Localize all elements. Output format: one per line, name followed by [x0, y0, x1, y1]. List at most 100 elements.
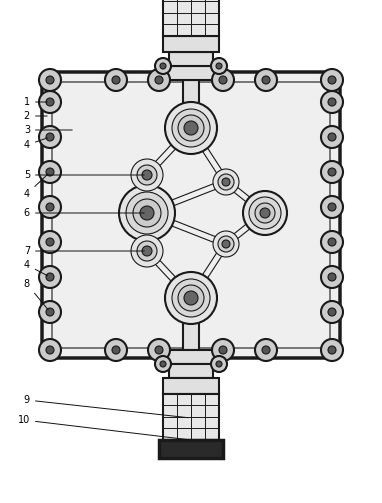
- Circle shape: [39, 301, 61, 323]
- Text: 6: 6: [24, 208, 144, 218]
- Circle shape: [321, 231, 343, 253]
- Circle shape: [321, 91, 343, 113]
- Circle shape: [46, 76, 54, 84]
- Circle shape: [46, 133, 54, 141]
- Circle shape: [137, 241, 157, 261]
- Circle shape: [126, 192, 168, 234]
- Circle shape: [46, 168, 54, 176]
- Circle shape: [105, 339, 127, 361]
- Circle shape: [148, 69, 170, 91]
- Text: 4: 4: [24, 174, 48, 199]
- Circle shape: [39, 69, 61, 91]
- Bar: [163, 36, 219, 52]
- Circle shape: [160, 63, 166, 69]
- Circle shape: [39, 339, 61, 361]
- Circle shape: [133, 199, 161, 227]
- Text: 4: 4: [24, 138, 47, 150]
- Circle shape: [160, 361, 166, 367]
- Circle shape: [328, 168, 336, 176]
- Bar: [163, 394, 219, 440]
- Circle shape: [131, 159, 163, 191]
- Bar: [161, 350, 221, 364]
- Circle shape: [255, 69, 277, 91]
- Circle shape: [155, 346, 163, 354]
- Circle shape: [222, 240, 230, 248]
- Circle shape: [321, 161, 343, 183]
- Circle shape: [222, 178, 230, 186]
- Circle shape: [178, 285, 204, 311]
- Circle shape: [262, 76, 270, 84]
- Circle shape: [39, 196, 61, 218]
- Text: 8: 8: [24, 279, 48, 310]
- Circle shape: [119, 185, 175, 241]
- Circle shape: [213, 231, 239, 257]
- Circle shape: [172, 109, 210, 147]
- Bar: [163, 378, 219, 394]
- Circle shape: [328, 76, 336, 84]
- Circle shape: [216, 361, 222, 367]
- Bar: [169, 364, 213, 378]
- Circle shape: [321, 126, 343, 148]
- Circle shape: [39, 161, 61, 183]
- Circle shape: [178, 115, 204, 141]
- Circle shape: [255, 203, 275, 223]
- Circle shape: [328, 133, 336, 141]
- Text: 4: 4: [24, 260, 47, 276]
- Bar: [183, 308, 199, 350]
- Circle shape: [212, 69, 234, 91]
- Circle shape: [39, 91, 61, 113]
- Circle shape: [46, 98, 54, 106]
- Circle shape: [155, 76, 163, 84]
- Circle shape: [184, 291, 198, 305]
- Circle shape: [142, 170, 152, 180]
- Bar: [177, 120, 205, 125]
- Circle shape: [243, 191, 287, 235]
- Text: 3: 3: [24, 125, 72, 135]
- Bar: [163, 0, 219, 36]
- Circle shape: [165, 272, 217, 324]
- Circle shape: [328, 238, 336, 246]
- Circle shape: [39, 266, 61, 288]
- Bar: [183, 80, 199, 122]
- Circle shape: [321, 196, 343, 218]
- Circle shape: [255, 339, 277, 361]
- Text: 1: 1: [24, 97, 47, 107]
- Circle shape: [262, 346, 270, 354]
- Text: 7: 7: [24, 246, 144, 256]
- Bar: [159, 440, 223, 458]
- Circle shape: [140, 206, 154, 220]
- Circle shape: [219, 76, 227, 84]
- Circle shape: [218, 236, 234, 252]
- Circle shape: [148, 339, 170, 361]
- Text: 9: 9: [24, 395, 188, 417]
- Circle shape: [213, 169, 239, 195]
- Circle shape: [112, 76, 120, 84]
- Circle shape: [212, 339, 234, 361]
- Circle shape: [105, 69, 127, 91]
- Bar: [177, 305, 205, 310]
- Circle shape: [321, 339, 343, 361]
- Circle shape: [165, 102, 217, 154]
- Text: 5: 5: [24, 170, 144, 180]
- Circle shape: [46, 346, 54, 354]
- Circle shape: [260, 208, 270, 218]
- Text: 2: 2: [24, 111, 47, 121]
- FancyBboxPatch shape: [42, 72, 340, 358]
- Circle shape: [112, 346, 120, 354]
- Circle shape: [328, 308, 336, 316]
- Circle shape: [211, 356, 227, 372]
- Circle shape: [39, 231, 61, 253]
- Circle shape: [46, 308, 54, 316]
- Circle shape: [321, 266, 343, 288]
- Circle shape: [328, 346, 336, 354]
- Circle shape: [219, 346, 227, 354]
- Circle shape: [211, 58, 227, 74]
- Circle shape: [328, 98, 336, 106]
- Circle shape: [46, 203, 54, 211]
- Circle shape: [142, 246, 152, 256]
- Circle shape: [218, 174, 234, 190]
- Circle shape: [46, 238, 54, 246]
- Circle shape: [39, 126, 61, 148]
- Circle shape: [216, 63, 222, 69]
- Circle shape: [184, 121, 198, 135]
